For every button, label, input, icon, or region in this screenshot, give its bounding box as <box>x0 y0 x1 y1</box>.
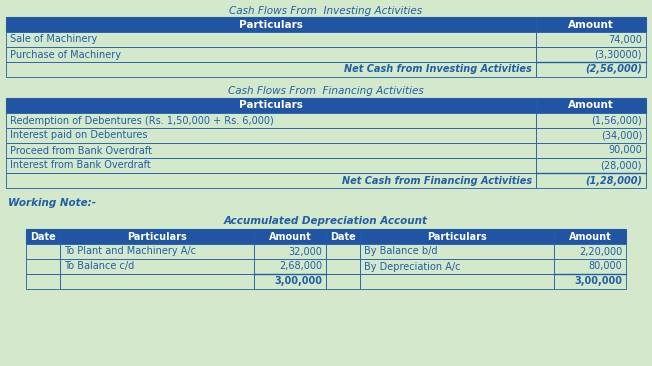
Text: 2,20,000: 2,20,000 <box>579 246 622 257</box>
Text: Amount: Amount <box>569 232 612 242</box>
Bar <box>60 229 254 244</box>
Bar <box>60 259 254 274</box>
Text: To Plant and Machinery A/c: To Plant and Machinery A/c <box>64 246 196 257</box>
Bar <box>326 274 360 289</box>
Bar <box>536 62 646 77</box>
Text: 2,68,000: 2,68,000 <box>279 261 322 272</box>
Text: (3,30000): (3,30000) <box>595 49 642 60</box>
Bar <box>254 259 326 274</box>
Text: 80,000: 80,000 <box>588 261 622 272</box>
Bar <box>554 229 626 244</box>
Text: Redemption of Debentures (Rs. 1,50,000 + Rs. 6,000): Redemption of Debentures (Rs. 1,50,000 +… <box>10 116 274 126</box>
Text: Accumulated Depreciation Account: Accumulated Depreciation Account <box>224 217 428 227</box>
Bar <box>554 259 626 274</box>
Bar <box>60 244 254 259</box>
Bar <box>6 32 536 47</box>
Bar <box>360 229 554 244</box>
Text: 3,00,000: 3,00,000 <box>574 276 622 287</box>
Bar <box>6 128 536 143</box>
Bar <box>254 229 326 244</box>
Text: Interest from Bank Overdraft: Interest from Bank Overdraft <box>10 161 151 171</box>
Text: By Balance b/d: By Balance b/d <box>364 246 437 257</box>
Text: Date: Date <box>30 232 56 242</box>
Bar <box>536 173 646 188</box>
Bar <box>554 244 626 259</box>
Bar <box>254 274 326 289</box>
Text: Net Cash from Investing Activities: Net Cash from Investing Activities <box>344 64 532 75</box>
Text: By Depreciation A/c: By Depreciation A/c <box>364 261 460 272</box>
Bar <box>6 47 536 62</box>
Bar <box>360 259 554 274</box>
Text: Cash Flows From  Financing Activities: Cash Flows From Financing Activities <box>228 86 424 97</box>
Text: (1,56,000): (1,56,000) <box>591 116 642 126</box>
Text: (28,000): (28,000) <box>600 161 642 171</box>
Bar <box>26 259 60 274</box>
Bar <box>326 259 360 274</box>
Text: 74,000: 74,000 <box>608 34 642 45</box>
Bar <box>360 274 554 289</box>
Text: (34,000): (34,000) <box>600 131 642 141</box>
Text: (1,28,000): (1,28,000) <box>585 176 642 186</box>
Bar <box>254 244 326 259</box>
Text: Interest paid on Debentures: Interest paid on Debentures <box>10 131 147 141</box>
Text: Particulars: Particulars <box>239 101 303 111</box>
Bar <box>26 244 60 259</box>
Text: Amount: Amount <box>568 19 614 30</box>
Text: Net Cash from Financing Activities: Net Cash from Financing Activities <box>342 176 532 186</box>
Text: Date: Date <box>330 232 356 242</box>
Bar <box>326 244 360 259</box>
Bar <box>6 98 536 113</box>
Bar <box>536 158 646 173</box>
Text: Amount: Amount <box>568 101 614 111</box>
Text: Amount: Amount <box>269 232 312 242</box>
Text: 90,000: 90,000 <box>608 146 642 156</box>
Bar <box>536 113 646 128</box>
Bar <box>326 229 360 244</box>
Text: Proceed from Bank Overdraft: Proceed from Bank Overdraft <box>10 146 152 156</box>
Text: 3,00,000: 3,00,000 <box>274 276 322 287</box>
Text: To Balance c/d: To Balance c/d <box>64 261 134 272</box>
Bar <box>554 274 626 289</box>
Bar <box>6 158 536 173</box>
Bar <box>536 47 646 62</box>
Text: (2,56,000): (2,56,000) <box>585 64 642 75</box>
Bar <box>6 17 536 32</box>
Text: Particulars: Particulars <box>239 19 303 30</box>
Text: Working Note:-: Working Note:- <box>8 198 96 208</box>
Text: Cash Flows From  Investing Activities: Cash Flows From Investing Activities <box>230 5 422 15</box>
Bar <box>536 17 646 32</box>
Bar <box>6 143 536 158</box>
Bar <box>6 113 536 128</box>
Text: Particulars: Particulars <box>127 232 187 242</box>
Bar <box>536 143 646 158</box>
Text: Purchase of Machinery: Purchase of Machinery <box>10 49 121 60</box>
Text: Sale of Machinery: Sale of Machinery <box>10 34 97 45</box>
Bar <box>26 274 60 289</box>
Bar <box>26 229 60 244</box>
Bar <box>536 32 646 47</box>
Bar <box>6 173 536 188</box>
Bar <box>60 274 254 289</box>
Text: Particulars: Particulars <box>427 232 487 242</box>
Bar <box>536 98 646 113</box>
Bar <box>360 244 554 259</box>
Bar <box>536 128 646 143</box>
Text: 32,000: 32,000 <box>288 246 322 257</box>
Bar <box>6 62 536 77</box>
